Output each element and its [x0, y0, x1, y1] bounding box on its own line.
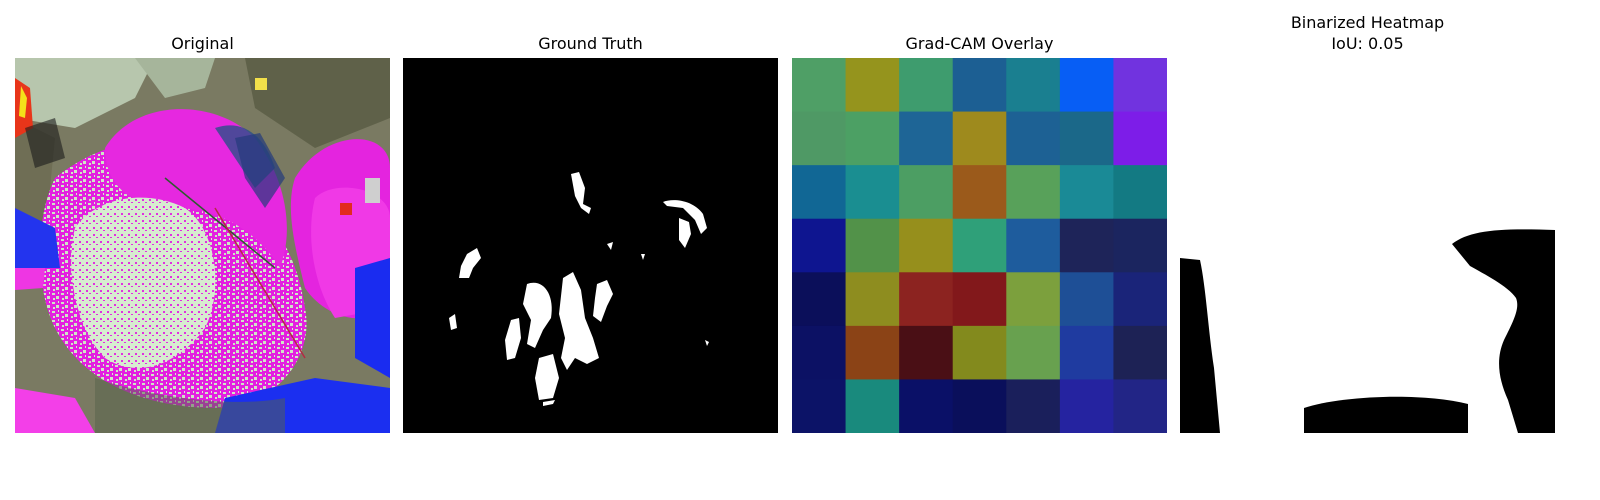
gradcam-cell-r1-c3 — [952, 111, 1007, 166]
iou-score-label: IoU: 0.05 — [1331, 34, 1404, 53]
gradcam-cell-r3-c5 — [1059, 218, 1114, 273]
gradcam-cell-r5-c1 — [845, 325, 900, 380]
gradcam-cell-r1-c2 — [899, 111, 954, 166]
original-title: Original — [171, 34, 234, 53]
gradcam-cell-r0-c1 — [845, 58, 900, 113]
gradcam-cell-r6-c5 — [1059, 379, 1114, 433]
gradcam-cell-r1-c1 — [845, 111, 900, 166]
gradcam-cell-r3-c3 — [952, 218, 1007, 273]
gradcam-cell-r5-c0 — [792, 325, 847, 380]
ground-truth-title: Ground Truth — [538, 34, 643, 53]
original-image-panel — [15, 58, 390, 433]
gradcam-cell-r3-c4 — [1006, 218, 1061, 273]
gradcam-cell-r4-c1 — [845, 272, 900, 327]
gradcam-cell-r6-c3 — [952, 379, 1007, 433]
gradcam-cell-r2-c4 — [1006, 165, 1061, 220]
gradcam-cell-r3-c2 — [899, 218, 954, 273]
gradcam-cell-r0-c3 — [952, 58, 1007, 113]
gradcam-cell-r5-c3 — [952, 325, 1007, 380]
gradcam-cell-r3-c1 — [845, 218, 900, 273]
gradcam-cell-r4-c3 — [952, 272, 1007, 327]
gradcam-cell-r4-c5 — [1059, 272, 1114, 327]
gradcam-cell-r4-c6 — [1113, 272, 1167, 327]
gradcam-cell-r6-c0 — [792, 379, 847, 433]
gradcam-cell-r5-c6 — [1113, 325, 1167, 380]
gradcam-cell-r4-c4 — [1006, 272, 1061, 327]
gradcam-cell-r6-c1 — [845, 379, 900, 433]
gradcam-overlay-panel — [792, 58, 1167, 433]
gradcam-cell-r6-c4 — [1006, 379, 1061, 433]
gradcam-cell-r6-c6 — [1113, 379, 1167, 433]
gradcam-cell-r2-c0 — [792, 165, 847, 220]
gradcam-cell-r0-c5 — [1059, 58, 1114, 113]
gradcam-cell-r0-c6 — [1113, 58, 1167, 113]
gradcam-cell-r4-c2 — [899, 272, 954, 327]
gradcam-cell-r2-c2 — [899, 165, 954, 220]
gradcam-cell-r5-c4 — [1006, 325, 1061, 380]
gradcam-cell-r2-c1 — [845, 165, 900, 220]
gradcam-cell-r2-c6 — [1113, 165, 1167, 220]
binarized-heatmap-mask — [1180, 58, 1555, 433]
gradcam-cell-r2-c5 — [1059, 165, 1114, 220]
gradcam-cell-r0-c0 — [792, 58, 847, 113]
gradcam-cell-r1-c6 — [1113, 111, 1167, 166]
ground-truth-panel — [403, 58, 778, 433]
ground-truth-mask — [403, 58, 778, 433]
gradcam-cell-r3-c6 — [1113, 218, 1167, 273]
gradcam-heatmap-grid — [792, 58, 1167, 433]
gradcam-cell-r4-c0 — [792, 272, 847, 327]
gradcam-cell-r6-c2 — [899, 379, 954, 433]
binarized-heatmap-panel — [1180, 58, 1555, 433]
gradcam-cell-r1-c0 — [792, 111, 847, 166]
gradcam-cell-r3-c0 — [792, 218, 847, 273]
gradcam-cell-r0-c4 — [1006, 58, 1061, 113]
gradcam-cell-r5-c2 — [899, 325, 954, 380]
gradcam-cell-r5-c5 — [1059, 325, 1114, 380]
gradcam-cell-r1-c4 — [1006, 111, 1061, 166]
binarized-heatmap-title: Binarized Heatmap — [1290, 13, 1445, 32]
gradcam-cell-r2-c3 — [952, 165, 1007, 220]
gradcam-overlay-title: Grad-CAM Overlay — [905, 34, 1054, 53]
original-leaf-image — [15, 58, 390, 433]
gradcam-cell-r1-c5 — [1059, 111, 1114, 166]
gradcam-cell-r0-c2 — [899, 58, 954, 113]
